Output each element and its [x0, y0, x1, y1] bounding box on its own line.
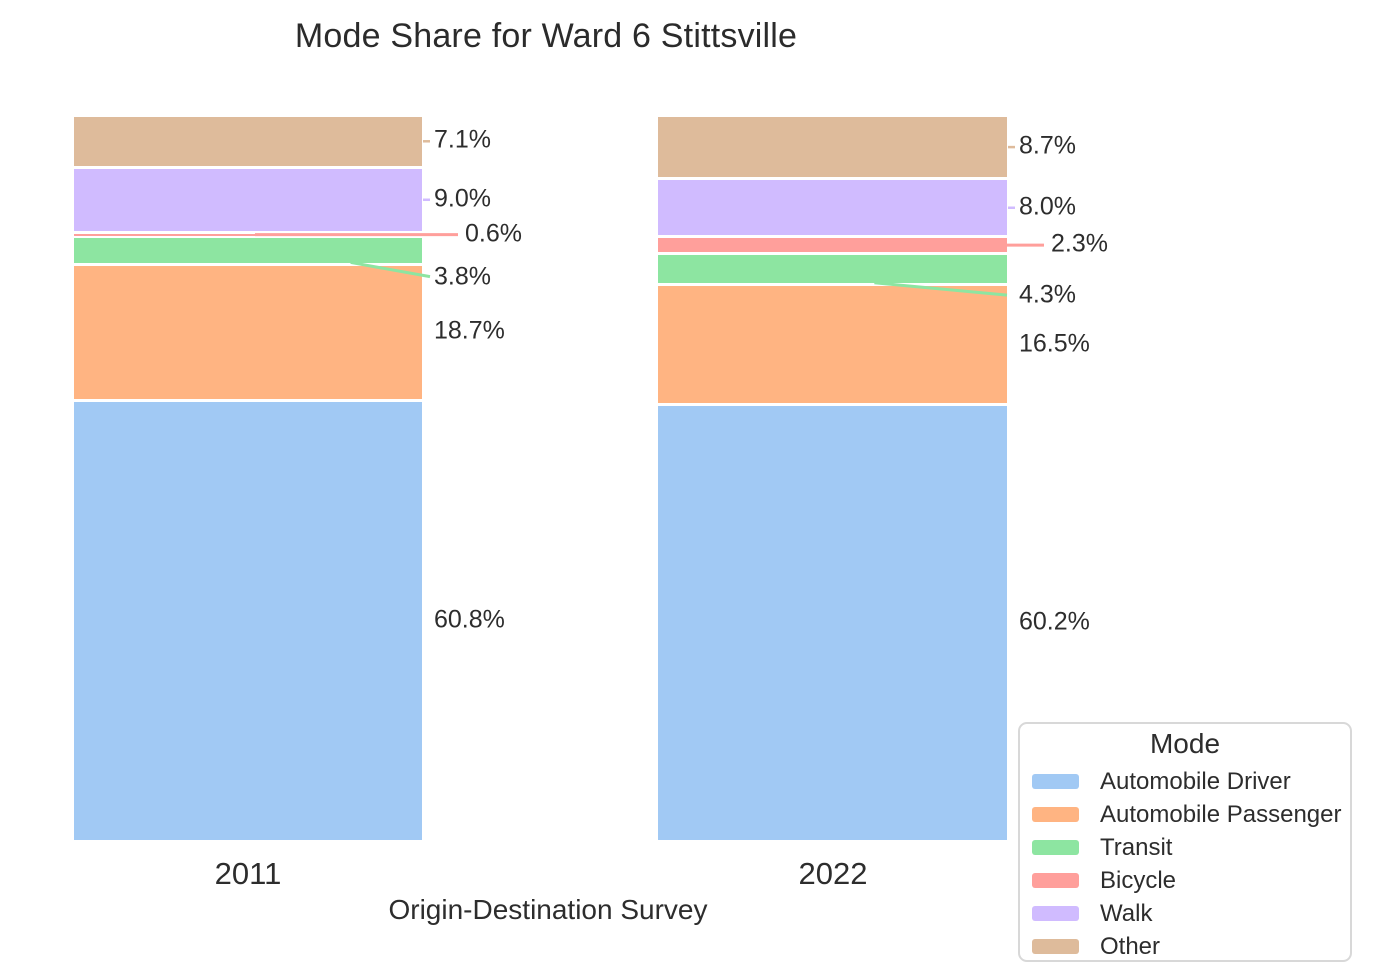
bar-segment-2011-transit: [74, 238, 422, 263]
bar-segment-2011-bicycle: [74, 233, 422, 236]
bar-segment-2022-bicycle: [658, 238, 1007, 253]
legend-swatch-bicycle: [1032, 873, 1079, 888]
data-label-2022-automobile-driver: 60.2%: [1019, 607, 1090, 636]
chart-title: Mode Share for Ward 6 Stittsville: [294, 17, 798, 55]
legend-label-automobile-passenger: Automobile Passenger: [1100, 800, 1342, 828]
legend-item-other: Other: [1032, 930, 1350, 963]
bar-segment-2011-walk: [74, 168, 422, 231]
legend-label-automobile-driver: Automobile Driver: [1100, 767, 1291, 795]
legend-item-automobile-passenger: Automobile Passenger: [1032, 798, 1350, 831]
data-label-2022-transit: 4.3%: [1019, 280, 1076, 309]
legend-title: Mode: [1149, 728, 1221, 759]
legend: Mode Automobile Driver Automobile Passeng…: [1018, 722, 1352, 962]
data-label-2011-automobile-driver: 60.8%: [434, 605, 505, 634]
data-label-2022-other: 8.7%: [1019, 131, 1076, 160]
legend-item-automobile-driver: Automobile Driver: [1032, 765, 1350, 798]
bar-segment-2022-automobile-passenger: [658, 286, 1007, 404]
bar-segment-2011-automobile-driver: [74, 401, 422, 841]
legend-swatch-walk: [1032, 906, 1079, 921]
data-label-2022-automobile-passenger: 16.5%: [1019, 329, 1090, 358]
legend-item-transit: Transit: [1032, 831, 1350, 864]
data-label-2022-walk: 8.0%: [1019, 192, 1076, 221]
legend-swatch-transit: [1032, 840, 1079, 855]
data-label-2011-transit: 3.8%: [434, 262, 491, 291]
data-label-2011-automobile-passenger: 18.7%: [434, 316, 505, 345]
bar-segment-2022-walk: [658, 180, 1007, 236]
legend-item-bicycle: Bicycle: [1032, 864, 1350, 897]
data-label-2011-other: 7.1%: [434, 125, 491, 154]
legend-swatch-other: [1032, 939, 1079, 954]
legend-label-bicycle: Bicycle: [1100, 866, 1177, 894]
legend-label-transit: Transit: [1100, 833, 1173, 861]
legend-label-walk: Walk: [1100, 899, 1153, 927]
legend-swatch-automobile-driver: [1032, 774, 1079, 789]
data-label-2011-bicycle: 0.6%: [465, 219, 522, 248]
legend-label-other: Other: [1100, 932, 1161, 960]
data-label-2011-walk: 9.0%: [434, 184, 491, 213]
x-axis-title: Origin-Destination Survey: [388, 894, 708, 925]
bar-segment-2022-automobile-driver: [658, 406, 1007, 841]
bar-segment-2011-other: [74, 117, 422, 166]
x-tick-2022: 2022: [798, 856, 868, 891]
legend-swatch-automobile-passenger: [1032, 807, 1079, 822]
bar-segment-2022-other: [658, 117, 1007, 178]
bar-segment-2011-automobile-passenger: [74, 265, 422, 399]
bar-segment-2022-transit: [658, 255, 1007, 284]
data-label-2022-bicycle: 2.3%: [1051, 229, 1108, 258]
x-tick-2011: 2011: [214, 856, 282, 891]
legend-item-walk: Walk: [1032, 897, 1350, 930]
legend-items: Automobile Driver Automobile Passenger Tra…: [1020, 765, 1350, 963]
